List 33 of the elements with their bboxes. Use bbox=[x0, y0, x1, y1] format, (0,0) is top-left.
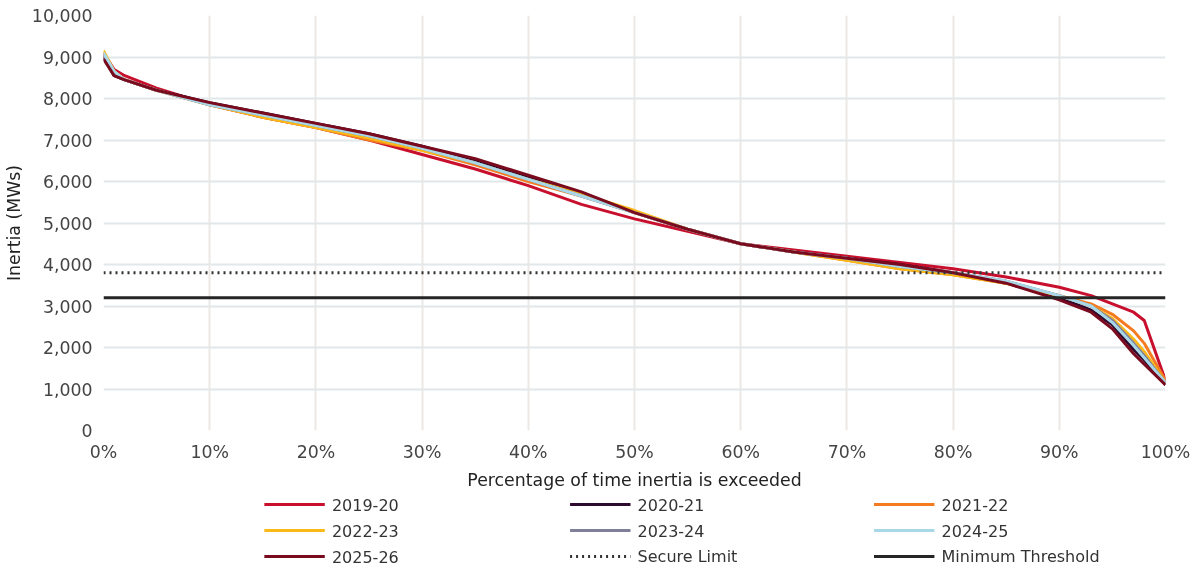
legend-label: 2024-25 bbox=[941, 521, 1009, 541]
x-tick-label: 50% bbox=[615, 441, 654, 462]
x-tick-label: 0% bbox=[89, 441, 118, 462]
x-tick-label: 60% bbox=[721, 441, 760, 462]
legend-label: 2019-20 bbox=[331, 495, 399, 515]
y-tick-label: 9,000 bbox=[42, 47, 93, 68]
y-tick-label: 2,000 bbox=[42, 338, 93, 358]
x-axis-title: Percentage of time inertia is exceeded bbox=[467, 469, 802, 490]
x-tick-label: 80% bbox=[933, 441, 973, 462]
x-tick-label: 30% bbox=[402, 441, 442, 462]
y-tick-label: 8,000 bbox=[42, 89, 93, 109]
y-tick-label: 4,000 bbox=[42, 255, 93, 275]
x-tick-label: 40% bbox=[509, 441, 548, 462]
legend-label: 2020-21 bbox=[637, 495, 705, 515]
y-tick-label: 0 bbox=[81, 421, 93, 441]
legend-label: Secure Limit bbox=[637, 547, 738, 566]
x-tick-label: 90% bbox=[1040, 441, 1079, 462]
legend-label: 2022-23 bbox=[331, 521, 399, 541]
y-tick-label: 5,000 bbox=[42, 213, 93, 234]
y-tick-label: 7,000 bbox=[42, 130, 93, 151]
y-tick-label: 1,000 bbox=[42, 379, 93, 400]
y-axis-title: Inertia (MWs) bbox=[3, 164, 24, 282]
x-tick-label: 100% bbox=[1140, 441, 1191, 462]
x-tick-label: 10% bbox=[190, 441, 229, 462]
legend-label: 2021-22 bbox=[941, 495, 1009, 515]
y-tick-label: 10,000 bbox=[31, 6, 93, 26]
legend-label: 2025-26 bbox=[331, 547, 399, 567]
y-tick-label: 6,000 bbox=[42, 172, 93, 192]
x-tick-label: 20% bbox=[296, 441, 336, 462]
x-tick-label: 70% bbox=[827, 441, 867, 462]
legend-label: Minimum Threshold bbox=[941, 547, 1100, 566]
y-tick-label: 3,000 bbox=[42, 296, 93, 317]
legend-label: 2023-24 bbox=[637, 521, 705, 541]
